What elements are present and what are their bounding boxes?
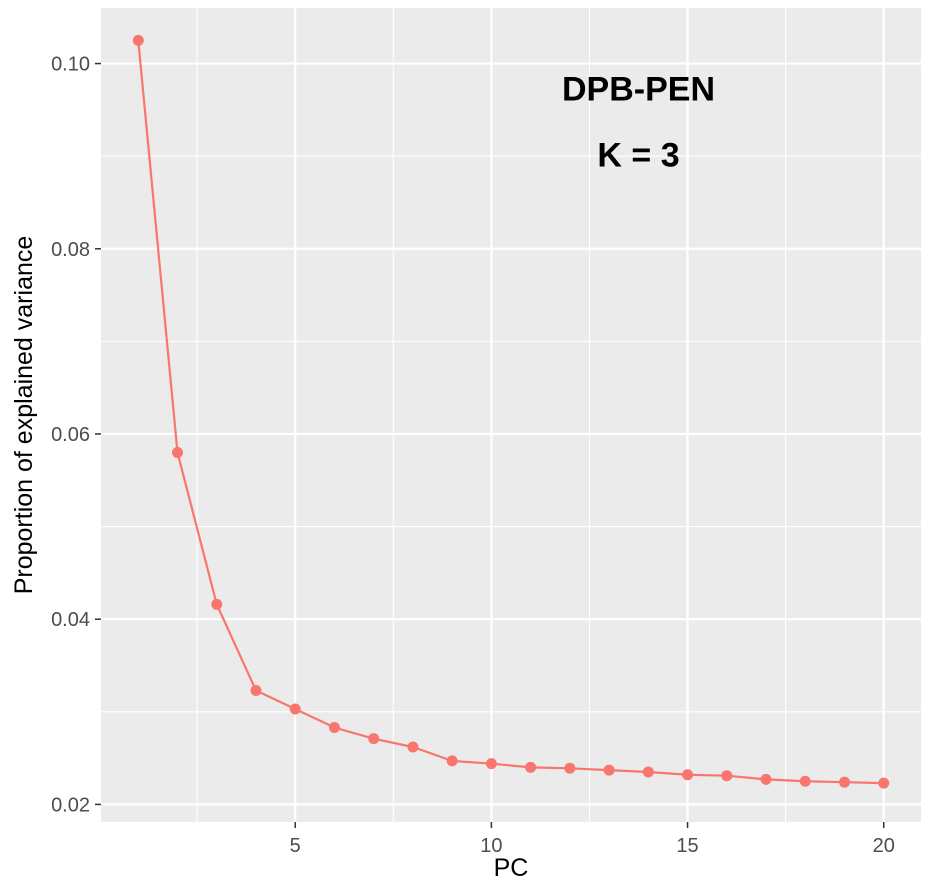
- data-point: [172, 447, 184, 459]
- data-point: [211, 598, 223, 610]
- data-point: [250, 685, 262, 697]
- data-point: [407, 741, 419, 753]
- x-axis-title: PC: [494, 854, 529, 882]
- data-point: [682, 769, 694, 781]
- data-point: [132, 34, 144, 46]
- minor-gridlines: [101, 8, 921, 822]
- data-point: [838, 776, 850, 788]
- data-point: [328, 722, 340, 734]
- annotation-layer: DPB-PEN K = 3: [562, 71, 715, 175]
- y-axis-tick-labels: 0.02 0.04 0.06 0.08 0.10: [51, 54, 90, 817]
- annotation-line-1: DPB-PEN: [562, 71, 715, 109]
- plot-panel: [101, 8, 921, 822]
- y-tick-label: 0.06: [51, 424, 90, 446]
- data-point: [289, 703, 301, 715]
- data-point: [525, 761, 537, 773]
- major-gridlines: [101, 8, 921, 822]
- data-point: [799, 775, 811, 787]
- data-point: [642, 766, 654, 778]
- x-tick-label: 20: [873, 835, 895, 857]
- y-tick-label: 0.08: [51, 239, 90, 261]
- series-line: [137, 40, 884, 785]
- data-point: [446, 755, 458, 767]
- data-point: [485, 758, 497, 770]
- y-tick-label: 0.04: [51, 609, 90, 631]
- x-tick-label: 10: [480, 835, 502, 857]
- data-point: [368, 733, 380, 745]
- y-axis-title: Proportion of explained variance: [10, 236, 38, 595]
- y-tick-label: 0.02: [51, 794, 90, 816]
- x-tick-label: 5: [290, 835, 301, 857]
- y-tick-label: 0.10: [51, 54, 90, 76]
- annotation-line-2: K = 3: [597, 136, 679, 174]
- x-tick-label: 15: [676, 835, 698, 857]
- data-point: [721, 770, 733, 782]
- series-layer: [132, 34, 890, 789]
- data-point: [564, 762, 576, 774]
- data-point: [760, 773, 772, 785]
- data-point: [878, 777, 890, 789]
- axis-tick-marks: [95, 62, 885, 828]
- x-axis-tick-labels: 5 10 15 20: [290, 835, 895, 857]
- data-point: [603, 764, 615, 776]
